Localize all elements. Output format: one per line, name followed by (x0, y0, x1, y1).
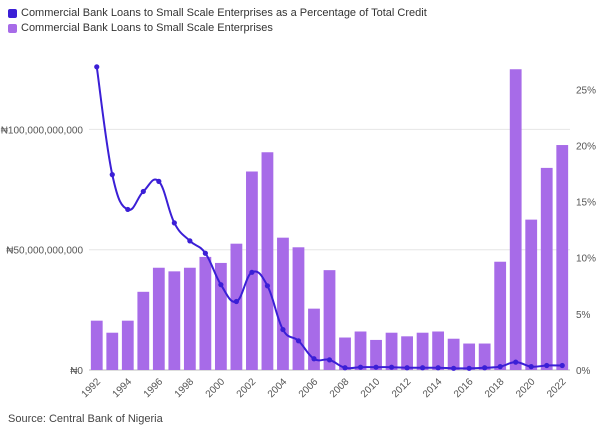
legend-label-loans: Commercial Bank Loans to Small Scale Ent… (21, 22, 273, 34)
x-tick-label: 2000 (204, 376, 228, 400)
x-tick-label: 1996 (142, 376, 166, 400)
bar (416, 332, 429, 370)
x-tick-label: 2006 (297, 376, 321, 400)
bar (152, 267, 165, 370)
bar (214, 262, 227, 370)
legend-swatch-percentage (8, 9, 17, 18)
y-right-tick-label: 5% (576, 310, 591, 321)
legend-label-percentage: Commercial Bank Loans to Small Scale Ent… (21, 7, 427, 19)
bar (199, 256, 212, 370)
line-point (373, 364, 379, 370)
bar (509, 69, 522, 371)
y-left-tick-label: ₦100,000,000,000 (1, 125, 84, 136)
line-point (528, 364, 534, 370)
legend-swatch-loans (8, 24, 17, 33)
bar (121, 320, 134, 370)
bar (354, 331, 367, 370)
x-tick-label: 2008 (328, 376, 352, 400)
bar (106, 332, 119, 370)
line-point (218, 282, 224, 288)
bar (230, 243, 243, 370)
line-point (140, 188, 146, 195)
bar (339, 337, 351, 370)
line-point (233, 298, 240, 305)
line-point (264, 283, 271, 289)
x-tick-label: 1994 (111, 376, 135, 400)
line-point (202, 250, 208, 256)
x-tick-label: 2010 (359, 376, 383, 400)
legend: Commercial Bank Loans to Small Scale Ent… (8, 6, 427, 36)
y-left-tick-label: ₦0 (70, 366, 83, 377)
line-point (482, 365, 488, 371)
line-point (388, 364, 395, 370)
line-point (171, 220, 177, 226)
x-tick-label: 1998 (173, 376, 197, 400)
x-tick-label: 2022 (545, 376, 569, 400)
x-tick-label: 2016 (452, 376, 476, 400)
line-point (559, 362, 565, 369)
bar (277, 237, 289, 370)
bar (478, 343, 491, 370)
line-point (94, 64, 100, 70)
line-point (156, 178, 162, 184)
line-point (326, 357, 333, 363)
line-point (513, 359, 519, 365)
line-point (187, 238, 193, 244)
bar (183, 267, 196, 370)
bar (525, 219, 538, 370)
line-point (125, 206, 131, 213)
line-point (342, 365, 348, 371)
line-point (249, 269, 255, 275)
bar (292, 247, 305, 370)
x-tick-label: 2018 (483, 376, 507, 400)
bar (90, 320, 103, 370)
legend-item-percentage[interactable]: Commercial Bank Loans to Small Scale Ent… (8, 6, 427, 21)
line-point (419, 365, 426, 371)
source-note: Source: Central Bank of Nigeria (8, 413, 163, 425)
bar (137, 291, 150, 370)
x-tick-label: 2012 (390, 376, 414, 400)
y-right-tick-label: 15% (576, 198, 596, 209)
legend-item-loans[interactable]: Commercial Bank Loans to Small Scale Ent… (8, 21, 427, 36)
bar (447, 338, 460, 370)
line-point (435, 365, 441, 371)
line-point (404, 365, 410, 371)
x-tick-label: 2004 (266, 376, 290, 400)
x-tick-label: 2020 (514, 376, 538, 400)
bar (432, 331, 445, 370)
y-left-tick-label: ₦50,000,000,000 (6, 246, 83, 257)
bar (323, 270, 336, 370)
bar (494, 261, 507, 370)
bar (401, 336, 413, 370)
x-tick-label: 2014 (421, 376, 445, 400)
line-point (544, 362, 550, 369)
bar (385, 332, 398, 370)
bar (370, 339, 382, 370)
bar (261, 152, 274, 370)
bar (556, 145, 569, 370)
line-point (280, 326, 286, 333)
x-tick-label: 2002 (235, 376, 259, 400)
line-point (295, 338, 302, 344)
line-point (466, 365, 472, 371)
x-tick-label: 1992 (80, 376, 104, 400)
y-right-tick-label: 20% (576, 141, 596, 152)
line-point (311, 356, 317, 362)
line-point (109, 172, 115, 178)
line-point (451, 365, 457, 371)
y-right-tick-label: 25% (576, 85, 596, 96)
line-point (497, 364, 503, 370)
bar (463, 343, 476, 370)
bar (540, 167, 553, 370)
y-right-tick-label: 0% (576, 366, 591, 377)
bar (308, 308, 320, 370)
line-point (357, 364, 364, 370)
y-right-tick-label: 10% (576, 254, 596, 265)
bar (168, 271, 181, 370)
